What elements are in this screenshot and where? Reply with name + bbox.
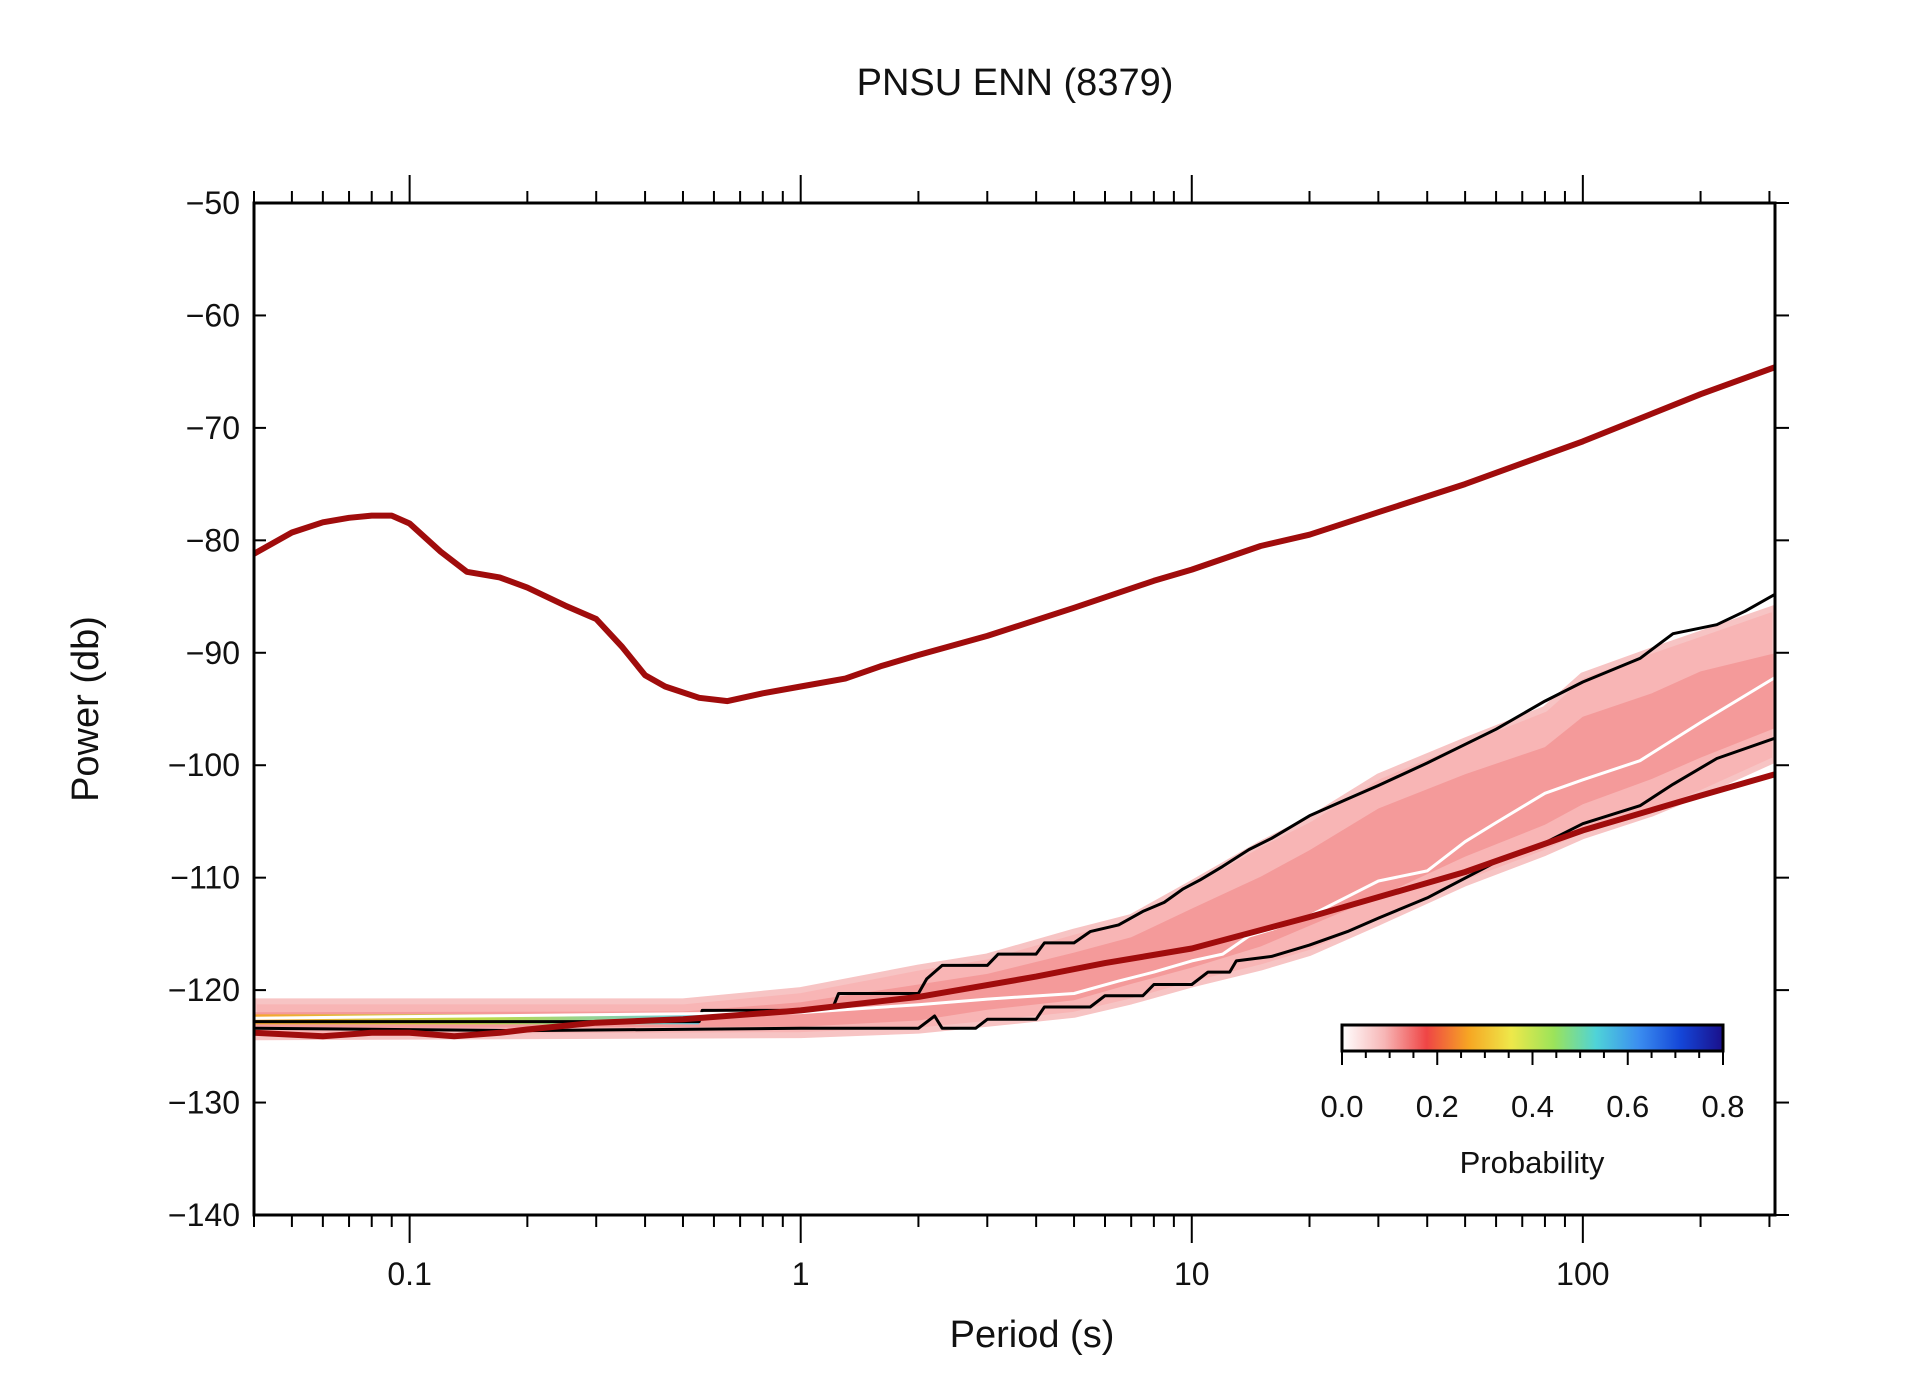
colorbar-tick-label: 0.0 <box>1320 1089 1363 1124</box>
probability-colorbar: 0.0 0.2 0.4 0.6 0.8 Probability <box>1320 1023 1745 1180</box>
y-tick-label: −80 <box>186 522 240 558</box>
y-tick-label: −130 <box>168 1085 240 1121</box>
upper-percentile-line <box>254 592 1775 1024</box>
x-axis-title: Period (s) <box>950 1314 1115 1356</box>
colorbar-tick-label: 0.4 <box>1511 1089 1554 1124</box>
high-noise-model-line <box>254 364 1775 705</box>
probability-dense-strip <box>254 1014 700 1025</box>
chart-title: PNSU ENN (8379) <box>857 62 1174 104</box>
y-axis-title: Power (db) <box>65 616 107 802</box>
y-tick-label: −60 <box>186 297 240 333</box>
plot-frame <box>252 201 1777 1217</box>
colorbar-gradient <box>1340 1023 1725 1053</box>
x-tick-label: 0.1 <box>387 1256 431 1292</box>
x-tick-label: 100 <box>1556 1256 1609 1292</box>
y-axis: −50 −60 −70 −80 −90 −100 −110 −120 −130 −140 <box>168 185 1789 1233</box>
y-tick-label: −100 <box>168 747 240 783</box>
plot-area <box>254 364 1775 1041</box>
y-tick-label: −120 <box>168 972 240 1008</box>
x-tick-label: 10 <box>1174 1256 1210 1292</box>
colorbar-tick-label: 0.2 <box>1416 1089 1459 1124</box>
y-tick-label: −70 <box>186 410 240 446</box>
colorbar-tick-label: 0.8 <box>1701 1089 1744 1124</box>
low-noise-model-line <box>254 771 1775 1040</box>
y-tick-label: −110 <box>170 860 240 896</box>
colorbar-tick-label: 0.6 <box>1606 1089 1649 1124</box>
probability-band-core <box>254 653 1775 1029</box>
y-tick-label: −50 <box>186 185 240 221</box>
y-tick-label: −90 <box>186 635 240 671</box>
y-tick-label: −140 <box>168 1197 240 1233</box>
x-axis: 0.1 1 10 100 <box>253 175 1771 1292</box>
colorbar-label: Probability <box>1460 1145 1605 1180</box>
x-tick-label: 1 <box>792 1256 810 1292</box>
probability-band <box>254 604 1775 1041</box>
